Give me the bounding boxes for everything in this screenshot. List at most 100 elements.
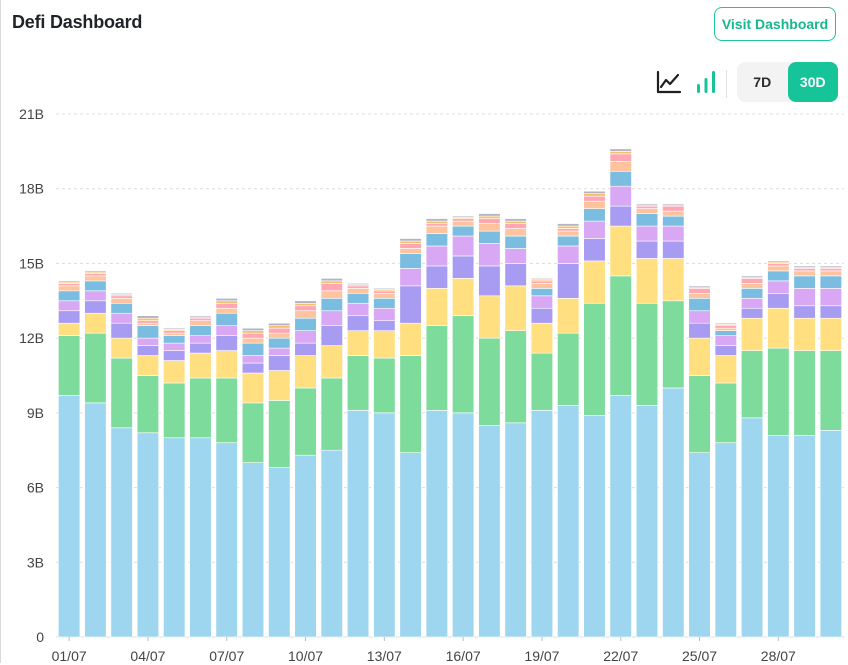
bar-segment (110, 295, 133, 299)
bar-segment (320, 283, 343, 292)
bar-segment (373, 307, 396, 322)
bar-segment (241, 332, 265, 339)
page-title: Defi Dashboard (12, 12, 143, 32)
bar-segment (84, 280, 107, 292)
bar-segment (399, 238, 422, 242)
bar-segment (268, 347, 291, 356)
bar-segment (688, 310, 711, 324)
y-tick-label: 18B (19, 181, 44, 197)
x-tick-label: 22/07 (603, 648, 638, 664)
bar-segment (662, 225, 685, 242)
bar-segment (530, 352, 553, 411)
bar-segment (399, 452, 422, 638)
x-tick-label: 10/07 (288, 648, 323, 664)
bar-segment (294, 355, 317, 389)
bar-segment (478, 265, 501, 297)
bar-segment (557, 332, 580, 406)
bar-segment (294, 317, 317, 331)
bar-segment (478, 337, 501, 426)
bar-segment (767, 280, 790, 294)
bar-segment (740, 307, 764, 319)
bar-segment (609, 205, 632, 227)
bar-segment (609, 170, 632, 187)
bar-chart-icon[interactable] (692, 68, 720, 96)
bar-segment (504, 218, 527, 222)
bar-segment (268, 327, 291, 334)
bar-segment (478, 213, 501, 217)
bar-segment (110, 302, 133, 314)
bar-segment (662, 387, 685, 638)
bar-segment (504, 220, 527, 224)
bar-segment (557, 228, 580, 232)
bar-segment (58, 335, 81, 396)
bar-segment (136, 337, 160, 346)
bar-segment (163, 330, 186, 334)
x-tick-label: 19/07 (524, 648, 559, 664)
bar-segment (452, 255, 475, 279)
bar-segment (425, 233, 448, 247)
bar-segment (294, 310, 317, 319)
bar-segment (294, 305, 317, 312)
bar-segment (268, 322, 291, 326)
bar-segment (163, 382, 186, 439)
bar-segment (452, 215, 475, 218)
bar-segment (530, 295, 553, 309)
bar-segment (478, 243, 501, 267)
range-30d-button[interactable]: 30D (787, 62, 838, 102)
bar-segment (504, 248, 527, 264)
bar-segment (346, 285, 370, 289)
bar-segment (635, 405, 659, 638)
bar-segment (662, 215, 685, 227)
bar-segment (714, 325, 737, 329)
bar-segment (215, 350, 238, 379)
x-tick-label: 01/07 (52, 648, 87, 664)
bar-segment (425, 265, 448, 289)
bar-segment (609, 151, 632, 155)
bar-segment (793, 350, 816, 436)
bar-segment (530, 322, 553, 354)
x-tick-label: 28/07 (761, 648, 796, 664)
bar-segment (767, 270, 790, 282)
bar-segment (136, 317, 160, 322)
bar-segment (767, 307, 790, 349)
bar-segment (84, 270, 107, 273)
bar-segment (320, 280, 343, 284)
bar-segment (740, 297, 764, 309)
bar-segment (714, 327, 737, 331)
bar-segment (58, 310, 81, 324)
x-tick-label: 25/07 (682, 648, 717, 664)
bar-segment (373, 320, 396, 331)
bar-segment (504, 228, 527, 237)
bar-segment (58, 283, 81, 287)
bar-segment (84, 332, 107, 404)
x-tick-label: 13/07 (367, 648, 402, 664)
bar-segment (215, 307, 238, 314)
y-tick-label: 21B (19, 106, 44, 122)
bar-segment (478, 215, 501, 219)
bar-segment (268, 370, 291, 401)
bar-segment (346, 315, 370, 331)
bar-segment (136, 320, 160, 324)
bar-segment (84, 290, 107, 302)
bar-segment (557, 297, 580, 334)
bar-segment (136, 375, 160, 434)
bar-segment (268, 325, 291, 329)
bar-segment (793, 317, 816, 351)
line-chart-icon[interactable] (655, 68, 683, 96)
range-7d-button[interactable]: 7D (753, 74, 772, 90)
bar-segment (557, 235, 580, 247)
bar-segment (557, 263, 580, 299)
bar-segment (688, 452, 711, 638)
bar-segment (662, 210, 685, 217)
bar-segment (215, 335, 238, 351)
bar-segment (320, 297, 343, 312)
bar-segment (793, 265, 816, 268)
bar-segment (425, 220, 448, 224)
bar-segment (819, 350, 842, 431)
visit-dashboard-button[interactable]: Visit Dashboard (714, 7, 836, 41)
bar-segment (452, 220, 475, 227)
bar-segment (268, 355, 291, 371)
y-tick-label: 9B (27, 405, 44, 421)
bar-segment (557, 245, 580, 264)
